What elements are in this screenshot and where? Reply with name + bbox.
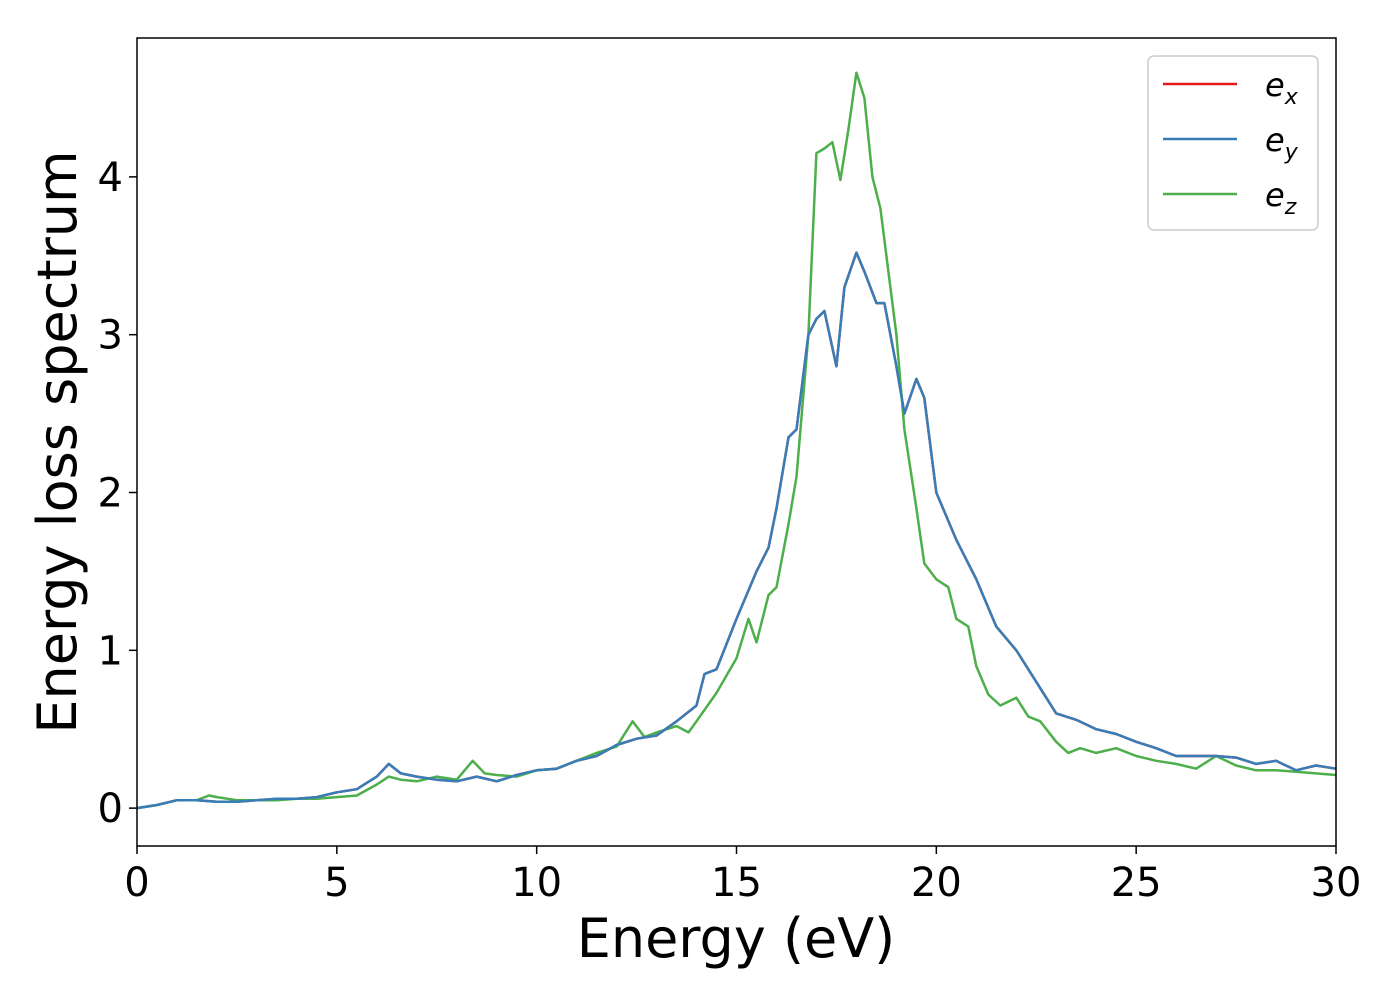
series-line-ez [136,71,1337,810]
series-line-ey [136,251,1337,810]
x-tick-label: 25 [1111,860,1162,906]
legend: ex ey ez [1147,55,1319,231]
legend-entry-ey: ey [1265,121,1299,165]
legend-entry-ex: ex [1265,66,1299,110]
y-tick-label: 0 [98,786,123,832]
x-tick-label: 0 [124,860,149,906]
x-tick-label: 5 [324,860,349,906]
x-tick-label: 15 [711,860,762,906]
legend-box [1147,55,1319,231]
series-layer [136,71,1337,810]
x-tick-label: 20 [911,860,962,906]
plot-background [137,38,1336,846]
x-axis-label: Energy (eV) [577,907,896,970]
y-axis-label: Energy loss spectrum [26,150,89,733]
y-ticks: 0 1 2 3 4 [98,155,137,832]
y-tick-label: 4 [98,155,123,201]
x-tick-label: 10 [511,860,562,906]
y-tick-label: 2 [98,471,123,517]
y-tick-label: 3 [98,313,123,359]
x-ticks: 0 5 10 15 20 25 30 [124,846,1361,906]
x-tick-label: 30 [1311,860,1362,906]
y-tick-label: 1 [98,628,123,674]
legend-entry-ez: ez [1265,176,1297,220]
